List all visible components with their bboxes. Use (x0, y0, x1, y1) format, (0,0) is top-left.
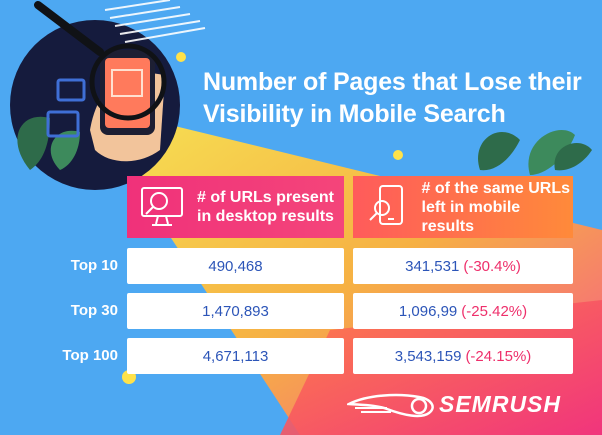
desktop-value-top30: 1,470,893 (127, 293, 344, 329)
change-percent: (-24.15%) (465, 347, 532, 365)
header-mobile-line-1: # of the same URLs (421, 179, 570, 197)
semrush-fire-icon (347, 393, 434, 418)
header-desktop-line-1: # of URLs present (197, 189, 334, 206)
desktop-value-top10: 490,468 (127, 248, 344, 284)
mobile-value-top10: 341,531 (-30.4%) (353, 248, 573, 284)
mobile-count: 1,096,99 (398, 302, 458, 320)
brand-name: SEMRUSH (439, 390, 562, 417)
desktop-count: 1,470,893 (202, 302, 269, 320)
desktop-count: 490,468 (208, 257, 263, 275)
header-mobile-results: # of the same URLs left in mobile result… (353, 176, 573, 238)
semrush-logo: SEMRUSH (347, 389, 561, 419)
mobile-value-top100: 3,543,159 (-24.15%) (353, 338, 573, 374)
row-label-top30: Top 30 (70, 302, 118, 319)
title-line-2: Visibility in Mobile Search (203, 100, 506, 128)
header-desktop-line-2: in desktop results (197, 208, 334, 225)
change-percent: (-25.42%) (461, 302, 528, 320)
page-title: Number of Pages that Lose their Visibili… (203, 66, 583, 130)
header-desktop-results: # of URLs present in desktop results (127, 176, 344, 238)
mobile-count: 341,531 (405, 257, 460, 275)
change-percent: (-30.4%) (463, 257, 521, 275)
desktop-value-top100: 4,671,113 (127, 338, 344, 374)
desktop-count: 4,671,113 (202, 347, 269, 365)
row-label-top100: Top 100 (62, 347, 118, 364)
title-line-1: Number of Pages that Lose their (203, 68, 582, 96)
row-label-top10: Top 10 (70, 257, 118, 274)
mobile-search-icon (361, 181, 416, 233)
mobile-count: 3,543,159 (394, 347, 462, 365)
desktop-search-icon (135, 181, 191, 233)
mobile-value-top30: 1,096,99 (-25.42%) (353, 293, 573, 329)
header-mobile-line-2: left in mobile results (421, 198, 521, 235)
